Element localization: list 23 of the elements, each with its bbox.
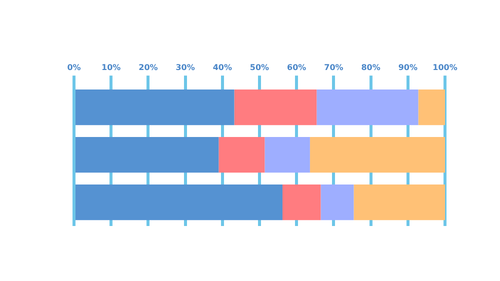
x-tick-label: 10% bbox=[102, 62, 121, 72]
bar bbox=[282, 184, 321, 220]
x-tick-label: 30% bbox=[176, 62, 195, 72]
bar bbox=[320, 184, 354, 220]
x-tick-label: 50% bbox=[250, 62, 270, 72]
bar bbox=[310, 137, 445, 173]
x-tick-label: 70% bbox=[324, 62, 344, 72]
x-tick-label: 0% bbox=[67, 62, 81, 72]
x-tick-label: 80% bbox=[361, 62, 380, 72]
bar bbox=[418, 90, 445, 126]
bar bbox=[264, 137, 310, 173]
bar bbox=[354, 184, 445, 220]
x-tick-label: 60% bbox=[287, 62, 306, 72]
x-tick-label: 40% bbox=[212, 62, 232, 72]
bar bbox=[76, 184, 282, 220]
x-tick-label: 90% bbox=[398, 62, 418, 72]
bar bbox=[234, 90, 317, 126]
bar bbox=[316, 90, 418, 126]
bar bbox=[76, 137, 219, 173]
bar bbox=[218, 137, 265, 173]
x-tick-label: 100% bbox=[432, 62, 458, 72]
bar bbox=[76, 90, 234, 126]
x-tick-label: 20% bbox=[138, 62, 158, 72]
